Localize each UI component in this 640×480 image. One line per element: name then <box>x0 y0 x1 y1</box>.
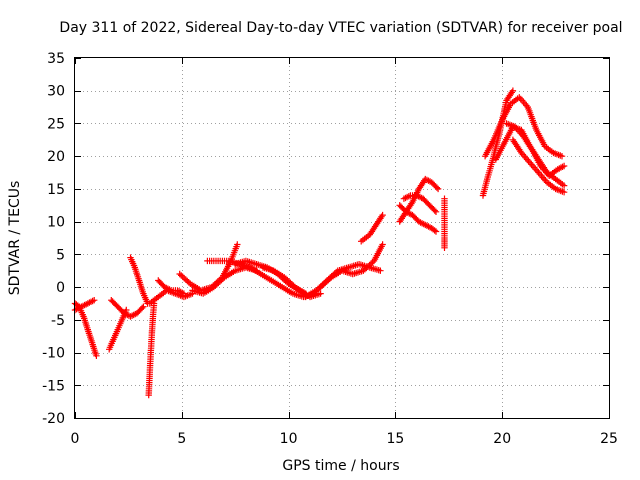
series-markers <box>503 120 568 179</box>
series-markers <box>481 94 566 160</box>
y-tick-label: -5 <box>51 313 65 329</box>
y-tick-label: 10 <box>47 215 65 231</box>
series-markers <box>155 277 188 297</box>
x-tick-label: 20 <box>493 431 511 447</box>
y-tick-label: -10 <box>42 346 65 362</box>
y-tick-label: 30 <box>47 84 65 100</box>
x-tick-label: 10 <box>280 431 298 447</box>
y-tick-label: 0 <box>56 280 65 296</box>
y-axis-label: SDTVAR / TECUs <box>7 181 23 296</box>
y-tick-label: 35 <box>47 51 65 67</box>
data-points <box>71 87 568 399</box>
y-tick-label: 15 <box>47 182 65 198</box>
series-trace-15 <box>317 241 386 291</box>
x-tick-label: 25 <box>600 431 618 447</box>
series-trace-20 <box>441 195 448 251</box>
plot-frame <box>74 57 610 419</box>
series-markers <box>127 254 151 307</box>
series-markers <box>400 192 440 215</box>
series-markers <box>358 211 386 245</box>
series-trace-13 <box>259 264 309 297</box>
axis-ticks: 0 5 10 15 20 25 -20 -15 -10 -5 0 5 10 15 20 25 30 35 <box>42 51 618 447</box>
series-trace-8 <box>155 277 188 297</box>
series-trace-22 <box>481 94 566 160</box>
series-trace-16 <box>358 211 386 245</box>
x-tick-label: 15 <box>386 431 404 447</box>
x-axis-label: GPS time / hours <box>282 458 399 474</box>
series-markers <box>145 300 158 399</box>
y-tick-label: -20 <box>42 411 65 427</box>
series-markers <box>317 241 386 291</box>
series-trace-19 <box>400 192 440 215</box>
series-trace-6 <box>145 300 158 399</box>
x-tick-label: 0 <box>71 431 80 447</box>
x-tick-label: 5 <box>177 431 186 447</box>
series-trace-4 <box>108 297 147 320</box>
chart-title: Day 311 of 2022, Sidereal Day-to-day VTE… <box>59 20 622 36</box>
series-markers <box>259 264 309 297</box>
y-tick-label: 5 <box>56 247 65 263</box>
series-markers <box>509 136 568 196</box>
series-trace-5 <box>127 254 151 307</box>
y-tick-label: 20 <box>47 149 65 165</box>
y-tick-label: -15 <box>42 378 65 394</box>
series-markers <box>441 195 448 251</box>
y-tick-label: 25 <box>47 116 65 132</box>
series-trace-25 <box>509 136 568 196</box>
series-trace-24 <box>503 120 568 179</box>
series-markers <box>108 297 147 320</box>
